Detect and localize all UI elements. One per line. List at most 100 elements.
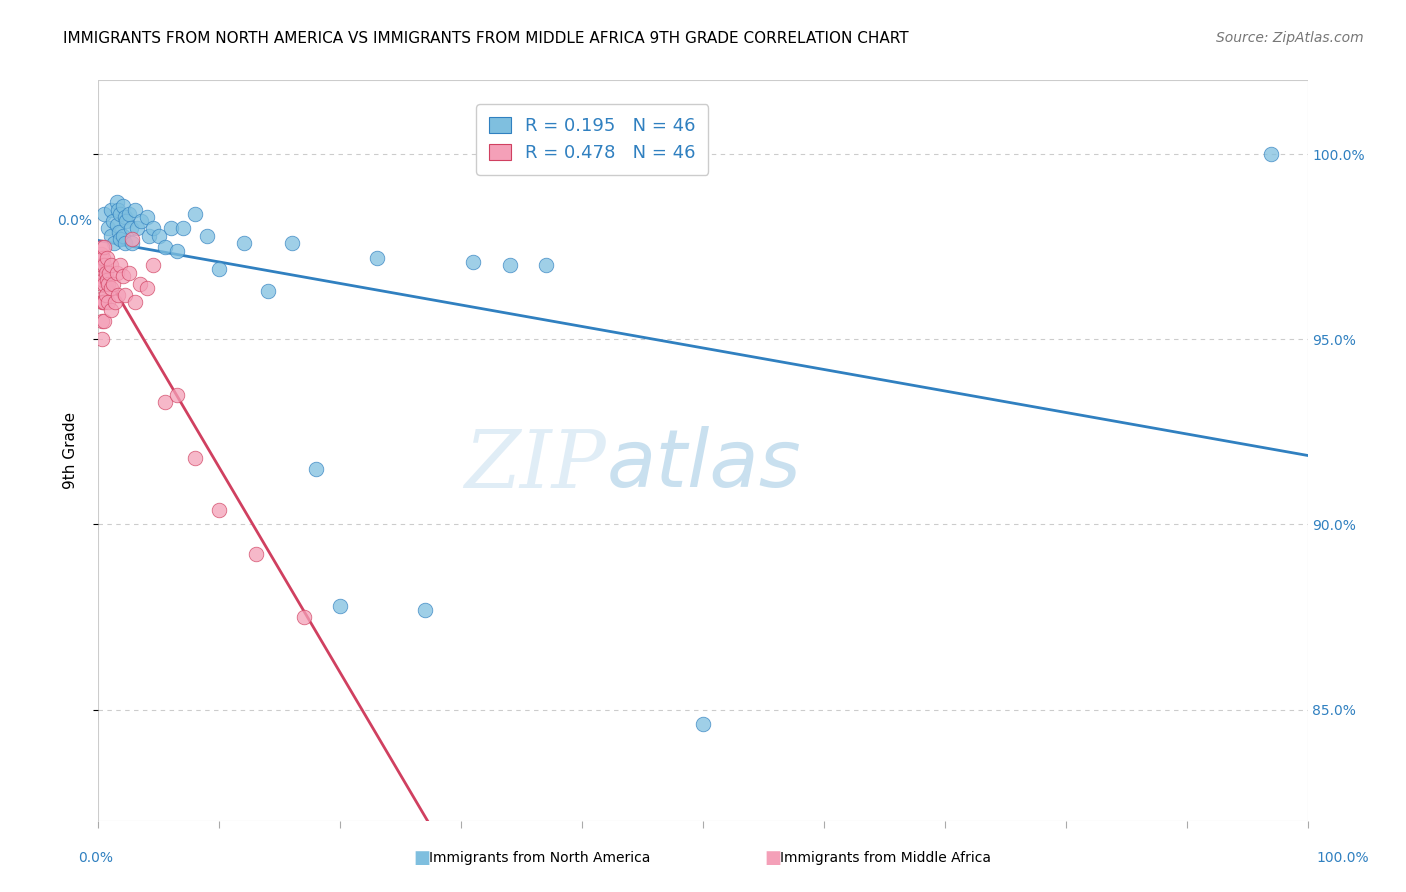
Point	[94, 288, 117, 302]
Point	[127, 221, 149, 235]
Point	[96, 273, 118, 287]
Point	[108, 232, 131, 246]
Point	[100, 302, 122, 317]
Point	[256, 285, 278, 299]
Point	[153, 395, 176, 409]
Point	[97, 277, 120, 291]
Point	[100, 280, 122, 294]
Point	[118, 206, 141, 220]
Point	[121, 236, 143, 251]
Point	[107, 288, 129, 302]
Text: Source: ZipAtlas.com: Source: ZipAtlas.com	[1216, 31, 1364, 45]
Point	[195, 228, 218, 243]
Point	[91, 295, 114, 310]
Point	[100, 202, 122, 217]
Point	[108, 206, 131, 220]
Text: Immigrants from Middle Africa: Immigrants from Middle Africa	[780, 851, 991, 865]
Point	[93, 240, 115, 254]
Legend: R = 0.195   N = 46, R = 0.478   N = 46: R = 0.195 N = 46, R = 0.478 N = 46	[477, 104, 709, 175]
Point	[114, 236, 136, 251]
Point	[93, 314, 115, 328]
Point	[91, 332, 114, 346]
Point	[90, 247, 112, 261]
Point	[118, 266, 141, 280]
Point	[142, 258, 165, 272]
Point	[135, 280, 157, 294]
Point	[366, 251, 388, 265]
Point	[1260, 147, 1282, 161]
Point	[120, 221, 142, 235]
Point	[90, 269, 112, 284]
Point	[93, 277, 115, 291]
Point	[101, 277, 124, 291]
Point	[166, 244, 188, 258]
Point	[108, 258, 131, 272]
Point	[104, 295, 127, 310]
Point	[93, 258, 115, 272]
Text: IMMIGRANTS FROM NORTH AMERICA VS IMMIGRANTS FROM MIDDLE AFRICA 9TH GRADE CORRELA: IMMIGRANTS FROM NORTH AMERICA VS IMMIGRA…	[63, 31, 908, 46]
Point	[105, 266, 128, 280]
Point	[463, 254, 485, 268]
Point	[93, 295, 115, 310]
Point	[208, 262, 231, 277]
Point	[91, 295, 114, 310]
Point	[111, 269, 134, 284]
Point	[90, 292, 112, 306]
Y-axis label: 9th Grade: 9th Grade	[63, 412, 77, 489]
Point	[96, 251, 118, 265]
Point	[135, 211, 157, 225]
Point	[245, 547, 267, 561]
Point	[153, 240, 176, 254]
Point	[121, 232, 143, 246]
Point	[98, 266, 121, 280]
Text: ZIP: ZIP	[464, 426, 606, 504]
Point	[148, 228, 170, 243]
Point	[111, 228, 134, 243]
Text: atlas: atlas	[606, 426, 801, 504]
Point	[232, 236, 254, 251]
Point	[107, 202, 129, 217]
Text: 0.0%: 0.0%	[79, 851, 112, 865]
Point	[97, 295, 120, 310]
Point	[100, 258, 122, 272]
Point	[292, 610, 315, 624]
Point	[413, 602, 436, 616]
Text: ■: ■	[413, 849, 430, 867]
Point	[128, 277, 150, 291]
Point	[184, 450, 207, 465]
Point	[91, 251, 114, 265]
Point	[91, 273, 114, 287]
Point	[160, 221, 183, 235]
Point	[498, 258, 520, 272]
Point	[101, 214, 124, 228]
Point	[172, 221, 194, 235]
Point	[91, 314, 114, 328]
Point	[91, 277, 114, 291]
Point	[281, 236, 304, 251]
Point	[91, 258, 114, 272]
Point	[166, 388, 188, 402]
Point	[91, 240, 114, 254]
Text: ■: ■	[765, 849, 782, 867]
Text: 100.0%: 100.0%	[1316, 851, 1369, 865]
Point	[305, 462, 328, 476]
Text: Immigrants from North America: Immigrants from North America	[429, 851, 650, 865]
Point	[93, 206, 115, 220]
Point	[100, 228, 122, 243]
Point	[124, 202, 146, 217]
Point	[103, 236, 125, 251]
Point	[124, 295, 146, 310]
Point	[114, 211, 136, 225]
Point	[142, 221, 165, 235]
Point	[208, 502, 231, 516]
Point	[138, 228, 160, 243]
Point	[105, 195, 128, 210]
Point	[114, 288, 136, 302]
Point	[184, 206, 207, 220]
Point	[105, 218, 128, 232]
Point	[115, 214, 138, 228]
Point	[108, 225, 131, 239]
Point	[94, 266, 117, 280]
Point	[692, 717, 714, 731]
Point	[329, 599, 352, 613]
